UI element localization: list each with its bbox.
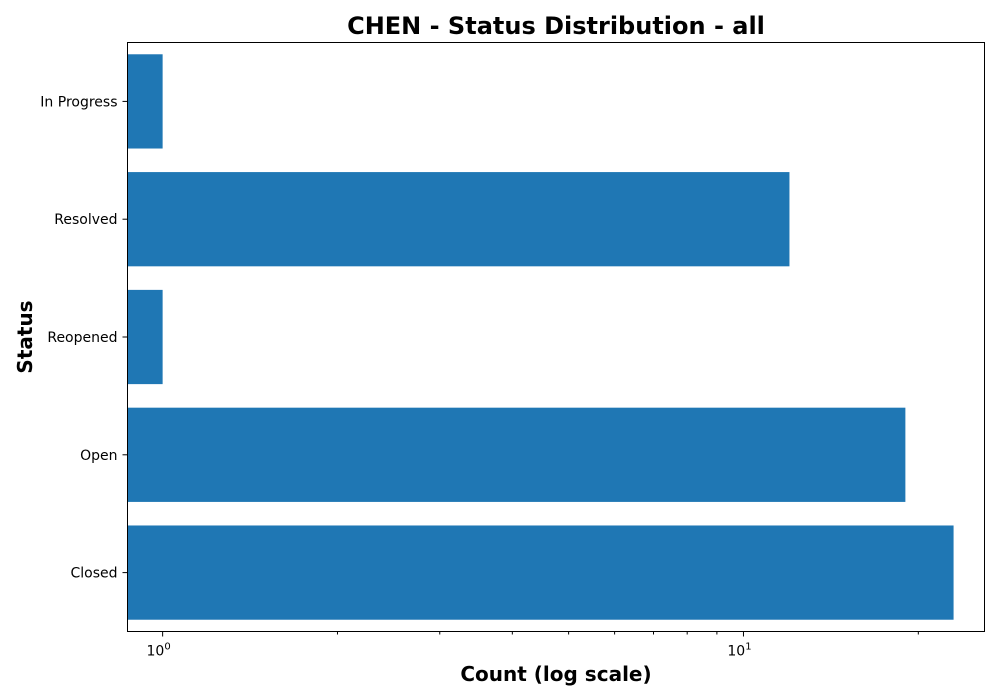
chart-title: CHEN - Status Distribution - all xyxy=(347,12,765,40)
x-tick-label: 100 xyxy=(147,642,171,660)
y-axis-label: Status xyxy=(13,300,37,373)
bar-in-progress xyxy=(127,54,163,149)
y-tick-label: Reopened xyxy=(47,330,117,346)
bars-group xyxy=(127,54,954,620)
y-tick-label: Closed xyxy=(70,566,117,582)
y-axis-ticks: Closed Open Reopened Resolved In Progress xyxy=(40,94,128,582)
bar-resolved xyxy=(127,172,790,267)
bar-reopened xyxy=(127,289,163,385)
x-axis-label: Count (log scale) xyxy=(460,662,651,686)
y-tick-label: In Progress xyxy=(40,94,117,110)
y-tick-label: Resolved xyxy=(54,212,117,228)
x-tick-label: 101 xyxy=(727,642,751,660)
bar-open xyxy=(127,407,906,502)
bar-closed xyxy=(127,525,954,620)
y-tick-label: Open xyxy=(80,448,117,464)
x-axis-ticks: 100 101 xyxy=(147,631,919,660)
